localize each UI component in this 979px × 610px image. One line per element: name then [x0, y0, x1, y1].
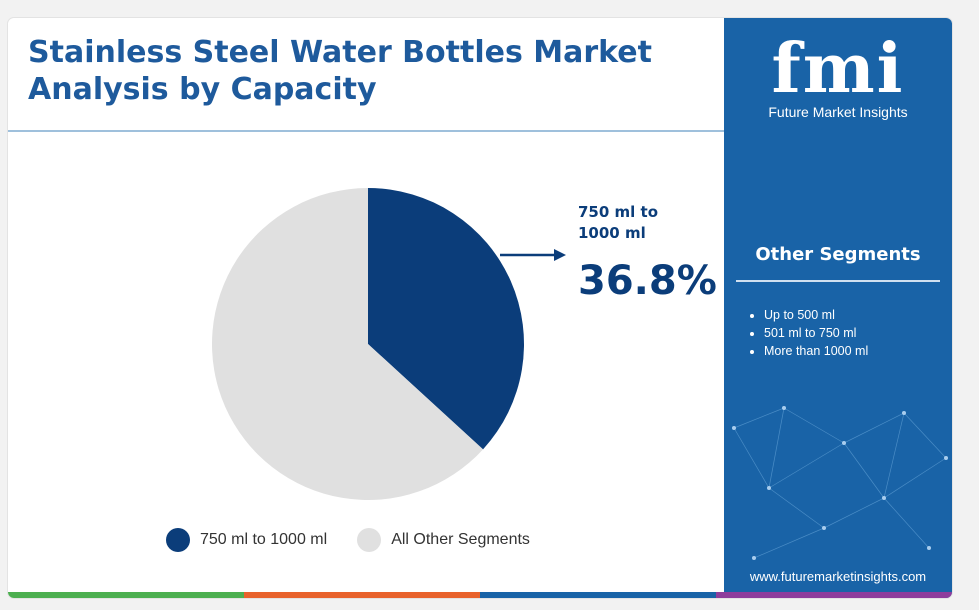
bar-segment-blue	[480, 592, 716, 598]
fmi-logo-text: fmi	[771, 30, 904, 100]
network-pattern-icon	[732, 406, 948, 560]
chart-panel: Stainless Steel Water Bottles Market Ana…	[8, 18, 724, 598]
callout-label: 750 ml to 1000 ml	[578, 203, 659, 242]
title-divider	[8, 130, 724, 132]
list-item: More than 1000 ml	[764, 342, 868, 360]
pie-chart	[212, 188, 524, 500]
legend-label-other: All Other Segments	[391, 531, 530, 548]
legend-item-highlight: 750 ml to 1000 ml	[166, 528, 327, 552]
callout-arrow-icon	[500, 249, 566, 261]
bottom-color-bar	[8, 592, 952, 598]
legend-label-highlight: 750 ml to 1000 ml	[200, 531, 328, 548]
website-link[interactable]: www.futuremarketinsights.com	[749, 569, 927, 584]
other-segments-title: Other Segments	[755, 244, 921, 265]
legend-item-other: All Other Segments	[357, 528, 530, 552]
page-title: Stainless Steel Water Bottles Market Ana…	[28, 35, 652, 107]
list-item: Up to 500 ml	[764, 306, 868, 324]
list-item: 501 ml to 750 ml	[764, 324, 868, 342]
bar-segment-green	[8, 592, 244, 598]
infographic-card: Stainless Steel Water Bottles Market Ana…	[8, 18, 952, 598]
other-segments-list: Up to 500 ml 501 ml to 750 ml More than …	[746, 306, 868, 360]
sidebar: fmi Future Market Insights Other Segment…	[724, 18, 952, 598]
other-segments-divider	[736, 280, 940, 282]
bar-segment-orange	[244, 592, 480, 598]
legend: 750 ml to 1000 ml All Other Segments	[166, 527, 560, 553]
bar-segment-purple	[716, 592, 952, 598]
legend-swatch-other	[357, 528, 382, 552]
fmi-logo-icon: fmi	[771, 30, 904, 100]
pie-slice-other	[212, 188, 484, 500]
callout-value: 36.8%	[578, 258, 717, 304]
pie-slice-highlight	[368, 188, 524, 450]
brand-name: Future Market Insights	[768, 104, 908, 120]
legend-swatch-highlight	[166, 528, 190, 552]
